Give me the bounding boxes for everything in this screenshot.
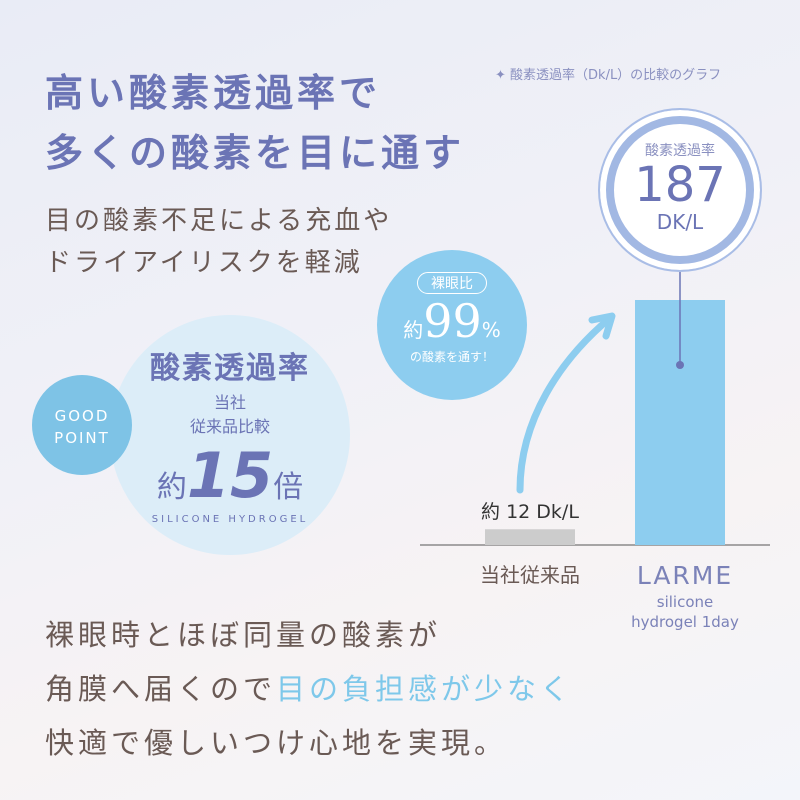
feature-circle: 酸素透過率 当社 従来品比較 約15倍 SILICONE HYDROGEL	[110, 315, 350, 555]
category-label-1: LARME	[637, 561, 733, 590]
feature-prefix: 約	[156, 470, 187, 505]
feature-sub2: 従来品比較	[189, 417, 270, 436]
bottom-line-2: 角膜へ届くので目の負担感が少なく	[45, 666, 573, 708]
bottom-line-1: 裸眼時とほぼ同量の酸素が	[45, 618, 442, 652]
feature-title: 酸素透過率	[150, 351, 310, 386]
good-point-line2: POINT	[54, 429, 110, 447]
feature-sub1: 当社	[213, 393, 246, 412]
bottom-line-3: 快適で優しいつけ心地を実現。	[45, 726, 508, 760]
bottom-line-2-highlight: 目の負担感が少なく	[276, 672, 574, 706]
ratio-tag: 裸眼比	[417, 272, 487, 294]
feature-suffix: 倍	[273, 470, 304, 505]
pointer-dot	[676, 361, 684, 369]
arrow-head-icon	[588, 312, 616, 340]
ratio-percent: %	[481, 318, 501, 342]
heading-line-2: 多くの酸素を目に通す	[45, 131, 466, 175]
category-label-0: 当社従来品	[480, 563, 580, 587]
heading-line-1: 高い酸素透過率で	[45, 71, 382, 115]
feature-arc-text: SILICONE HYDROGEL	[151, 514, 309, 525]
feature-value: 15	[186, 439, 274, 512]
ratio-prefix: 約	[403, 318, 424, 342]
bar-label-0: 約 12 Dk/L	[481, 501, 579, 523]
category-sub-1b: hydrogel 1day	[631, 613, 739, 631]
value-circle: 酸素透過率 187 DK/L	[598, 108, 762, 272]
bar-0	[485, 529, 575, 545]
chart-caption: ✦ 酸素透過率（Dk/L）の比較のグラフ	[495, 68, 722, 83]
arrow-curve	[516, 314, 614, 494]
value-circle-value: 187	[634, 157, 726, 213]
value-circle-unit: DK/L	[656, 210, 704, 234]
good-point-badge: GOOD POINT	[32, 375, 132, 475]
ratio-bubble: 裸眼比 約99% の酸素を通す！	[377, 250, 527, 400]
ratio-value: 99	[423, 294, 482, 348]
ratio-text: の酸素を通す！	[409, 350, 494, 364]
subtext-line-2: ドライアイリスクを軽減	[45, 248, 363, 278]
good-point-line1: GOOD	[54, 407, 110, 425]
category-sub-1a: silicone	[657, 593, 713, 611]
bottom-line-2a: 角膜へ届くので	[45, 672, 277, 706]
subtext-line-1: 目の酸素不足による充血や	[45, 206, 393, 236]
value-circle-label: 酸素透過率	[645, 143, 715, 159]
